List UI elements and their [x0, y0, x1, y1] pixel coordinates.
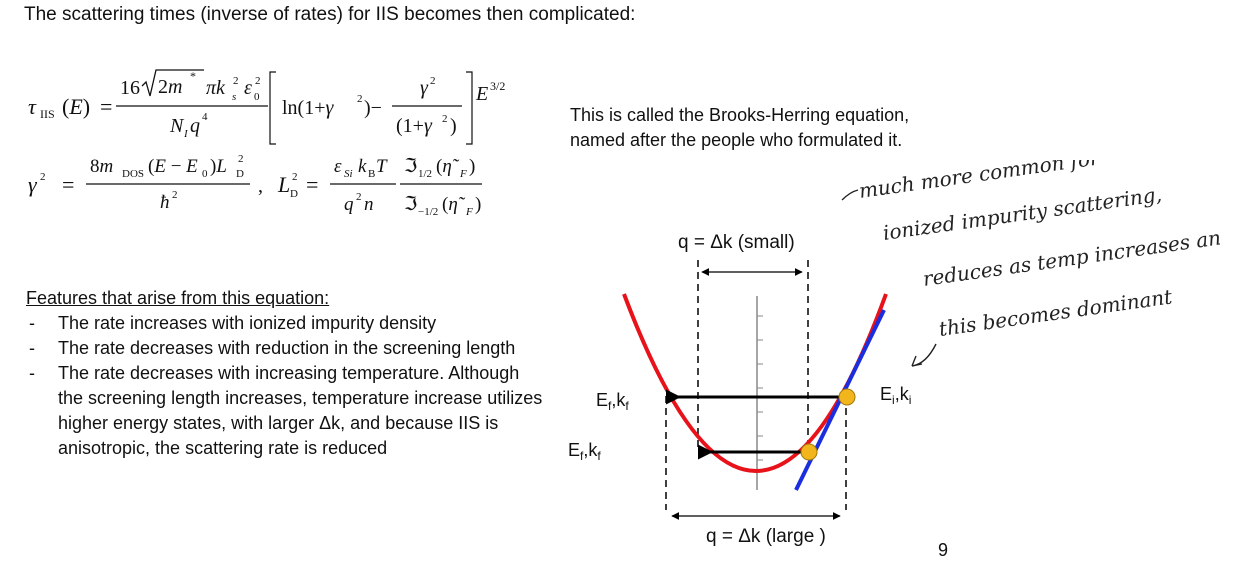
- svg-text:(E − E: (E − E: [148, 156, 198, 177]
- page-number: 9: [938, 540, 949, 560]
- svg-text:)L: )L: [210, 156, 227, 177]
- svg-text:=: =: [62, 172, 74, 197]
- svg-text:q: q: [190, 115, 200, 137]
- svg-text:): ): [450, 115, 457, 137]
- features-list: - The rate increases with ionized impurit…: [26, 311, 546, 461]
- svg-text:2m: 2m: [158, 76, 182, 98]
- svg-text:ln(1+γ: ln(1+γ: [282, 97, 335, 119]
- svg-text:E: E: [475, 83, 488, 105]
- k-axis-ticks: [757, 315, 763, 461]
- slide-title: The scattering times (inverse of rates) …: [24, 4, 636, 25]
- svg-text:B: B: [368, 168, 375, 180]
- label-final-state-upper: Ef,kf: [596, 390, 629, 413]
- svg-text:=: =: [100, 94, 112, 119]
- brooks-herring-equation: τ IIS (E) = 16 2m * πk s 2 ε 0 2 N I q 4…: [28, 69, 505, 218]
- svg-text:Si: Si: [344, 168, 353, 180]
- features-heading: Features that arise from this equation:: [26, 288, 330, 308]
- svg-text:F: F: [459, 168, 467, 180]
- svg-text:0: 0: [254, 91, 260, 103]
- svg-text:ε: ε: [334, 156, 342, 177]
- svg-text:2: 2: [238, 153, 244, 165]
- svg-text:ħ: ħ: [160, 192, 170, 213]
- svg-text:2: 2: [172, 189, 178, 201]
- svg-text:N: N: [169, 115, 185, 137]
- svg-text:DOS: DOS: [122, 168, 144, 180]
- svg-text:=: =: [306, 172, 318, 197]
- svg-text:*: *: [190, 69, 196, 83]
- initial-state-point-upper: [838, 388, 856, 406]
- svg-text:F: F: [465, 206, 473, 218]
- handwritten-annotation: much more common for ionized impurity sc…: [841, 160, 1220, 367]
- svg-text:(1+γ: (1+γ: [396, 115, 433, 137]
- svg-text:0: 0: [202, 168, 208, 180]
- svg-text:2: 2: [357, 93, 363, 105]
- brooks-herring-description: This is called the Brooks-Herring equati…: [570, 105, 910, 150]
- feature-item-temperature: - The rate decreases with increasing temp…: [29, 363, 543, 458]
- handwritten-line-3: reduces as temp increases and: [921, 224, 1220, 291]
- svg-text:2: 2: [356, 191, 362, 203]
- feature-item-screening: - The rate decreases with reduction in th…: [29, 338, 516, 358]
- label-q-small: q = Δk (small): [678, 232, 795, 253]
- svg-text:): ): [469, 156, 475, 177]
- svg-text:q: q: [344, 194, 354, 215]
- svg-text:2: 2: [430, 75, 436, 87]
- svg-text:L: L: [277, 172, 290, 197]
- label-initial-state: Ei,ki: [880, 384, 911, 407]
- handwritten-line-4: this becomes dominant: [937, 284, 1174, 341]
- svg-text:D: D: [290, 188, 298, 200]
- svg-text:I: I: [183, 128, 189, 140]
- svg-text:ℑ: ℑ: [404, 194, 417, 215]
- svg-text:2: 2: [40, 171, 46, 183]
- svg-text:2: 2: [442, 113, 448, 125]
- svg-text:)−: )−: [364, 97, 382, 119]
- svg-text:τ: τ: [28, 94, 37, 119]
- svg-text:ℑ: ℑ: [404, 156, 417, 177]
- svg-text:2: 2: [292, 171, 298, 183]
- slide: The scattering times (inverse of rates) …: [24, 4, 949, 560]
- feature-item-density: - The rate increases with ionized impurit…: [29, 313, 437, 333]
- svg-text:): ): [475, 194, 481, 215]
- handwritten-arrow-icon: [911, 343, 937, 367]
- svg-text:γ: γ: [420, 77, 429, 99]
- svg-text:s: s: [232, 91, 236, 103]
- svg-text:ε: ε: [244, 77, 252, 99]
- svg-text:D: D: [236, 168, 244, 180]
- svg-text:2: 2: [255, 75, 261, 87]
- svg-text:n: n: [364, 194, 374, 215]
- svg-text:k: k: [358, 156, 367, 177]
- svg-text:3/2: 3/2: [490, 79, 505, 93]
- svg-text:,: ,: [258, 175, 263, 197]
- initial-state-point-lower: [800, 443, 818, 461]
- svg-text:(η̃: (η̃: [436, 156, 460, 177]
- svg-text:2: 2: [233, 75, 239, 87]
- svg-text:1/2: 1/2: [418, 168, 432, 180]
- svg-text:(η̃: (η̃: [442, 194, 466, 215]
- svg-text:T: T: [376, 156, 388, 177]
- features-section: Features that arise from this equation: …: [26, 286, 546, 461]
- svg-text:γ: γ: [28, 172, 38, 197]
- svg-text:4: 4: [202, 111, 208, 123]
- svg-text:(E): (E): [62, 94, 90, 119]
- scattering-diagram: q = Δk (small) Ef,kf Ef,kf Ei,ki q = Δk …: [568, 232, 911, 547]
- svg-text:IIS: IIS: [40, 107, 55, 121]
- label-q-large: q = Δk (large ): [706, 526, 826, 547]
- label-final-state-lower: Ef,kf: [568, 440, 601, 463]
- svg-text:−1/2: −1/2: [418, 206, 438, 218]
- svg-text:πk: πk: [206, 77, 226, 99]
- svg-text:8m: 8m: [90, 156, 113, 177]
- svg-text:16: 16: [120, 77, 140, 99]
